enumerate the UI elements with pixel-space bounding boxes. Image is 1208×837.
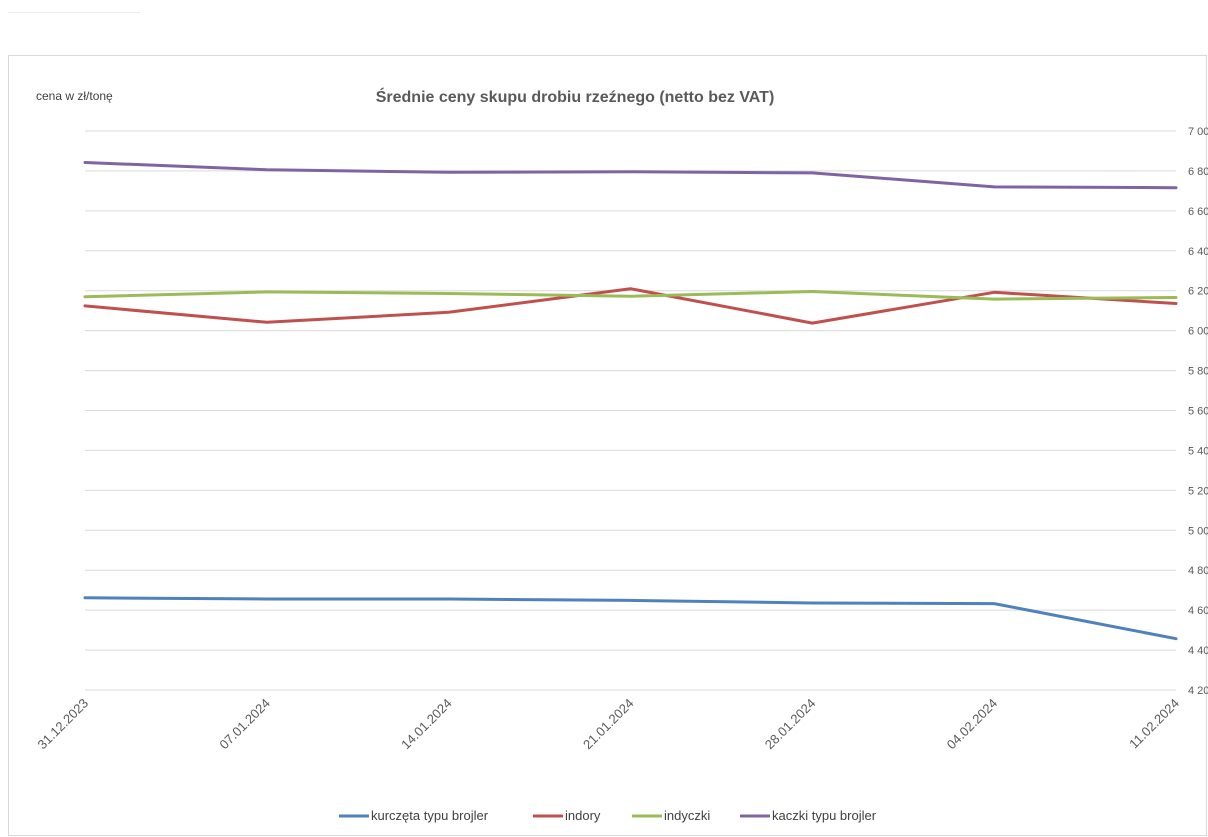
series-line-0: [83, 596, 1178, 641]
legend-label: kurczęta typu brojler: [371, 808, 489, 823]
y-tick-label: 7 000: [1188, 126, 1208, 138]
x-tick-label: 11.02.2024: [1126, 696, 1182, 752]
y-tick-label: 4 200: [1188, 685, 1208, 697]
legend-label: indyczki: [664, 808, 710, 823]
y-tick-label: 6 800: [1188, 166, 1208, 178]
y-tick-label: 4 800: [1188, 565, 1208, 577]
y-axis-label: cena w zł/tonę: [36, 89, 113, 103]
chart-area: 4 200 4 400 4 600 4 800 5 000 5 200 5 400 5 600…: [8, 55, 1208, 836]
y-tick-label: 6 600: [1188, 206, 1208, 218]
line-chart: 4 200 4 400 4 600 4 800 5 000 5 200 5 400 5 600…: [34, 87, 1208, 823]
x-tick-label: 21.01.2024: [580, 696, 637, 753]
y-tick-label: 5 400: [1188, 445, 1208, 457]
chart-title: Średnie ceny skupu drobiu rzeźnego (nett…: [376, 87, 775, 106]
x-tick-label: 28.01.2024: [762, 696, 819, 753]
y-tick-label: 6 200: [1188, 286, 1208, 298]
x-axis-ticks: 31.12.2023 07.01.2024 14.01.2024 21.01.2024…: [34, 696, 1182, 753]
y-tick-label: 4 600: [1188, 605, 1208, 617]
legend-label: kaczki typu brojler: [772, 808, 877, 823]
y-tick-label: 5 200: [1188, 485, 1208, 497]
y-tick-label: 5 600: [1188, 406, 1208, 418]
y-tick-label: 6 400: [1188, 246, 1208, 258]
legend: kurczęta typu brojler indory indyczki kaczk…: [339, 808, 877, 823]
x-tick-label: 31.12.2023: [34, 696, 91, 753]
y-tick-label: 5 000: [1188, 525, 1208, 537]
y-tick-label: 5 800: [1188, 366, 1208, 378]
y-tick-label: 4 400: [1188, 645, 1208, 657]
series-line-1: [83, 287, 1178, 325]
x-tick-label: 04.02.2024: [944, 696, 1001, 753]
y-axis-ticks: 4 200 4 400 4 600 4 800 5 000 5 200 5 400 5 600…: [1188, 126, 1208, 697]
top-divider: [8, 12, 140, 13]
x-tick-label: 07.01.2024: [216, 696, 273, 753]
series-line-2: [83, 290, 1178, 301]
series-lines: [83, 161, 1178, 641]
series-line-3: [83, 161, 1178, 190]
x-tick-label: 14.01.2024: [398, 696, 455, 753]
legend-label: indory: [565, 808, 601, 823]
y-tick-label: 6 000: [1188, 326, 1208, 338]
